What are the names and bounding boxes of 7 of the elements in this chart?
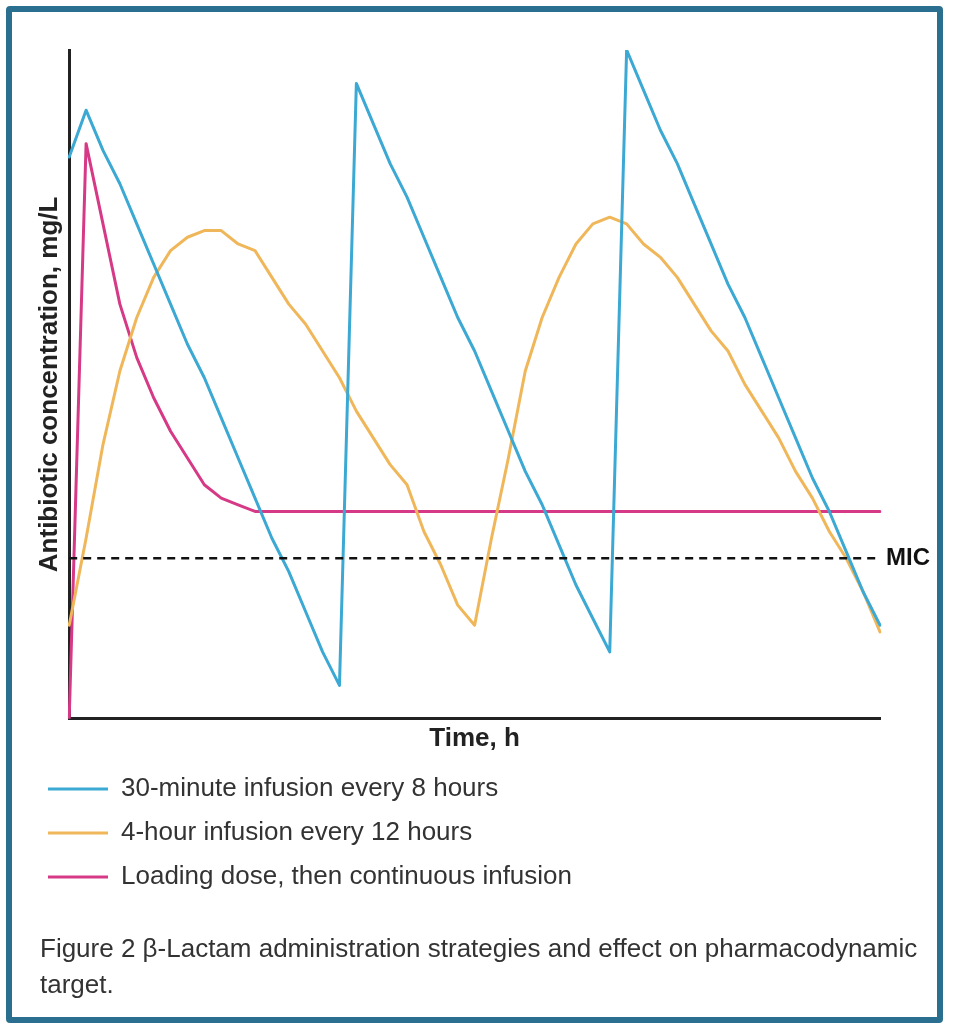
- ref-line-label: MIC: [886, 542, 930, 570]
- y-axis-title: Antibiotic concentration, mg/L: [32, 196, 63, 573]
- legend-label: 4-hour infusion every 12 hours: [121, 816, 473, 847]
- x-axis-title: Time, h: [429, 721, 520, 752]
- legend-label: 30-minute infusion every 8 hours: [121, 772, 499, 803]
- caption: Figure 2 β-Lactam administration strategies and effect on pharmacodynamic target.: [40, 932, 919, 1001]
- legend-label: Loading dose, then continuous infusion: [121, 860, 573, 891]
